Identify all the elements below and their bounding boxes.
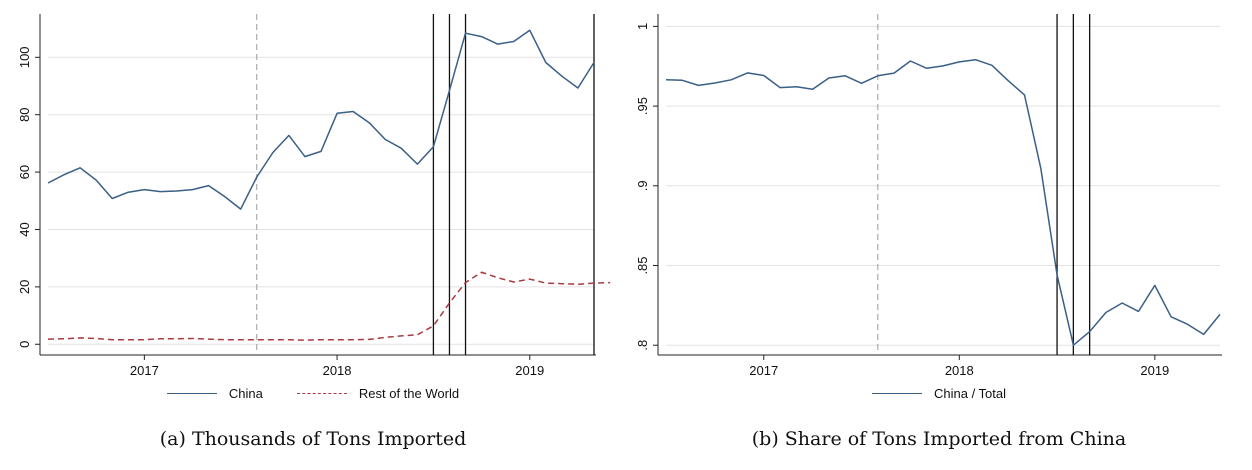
legend-swatch-china-total: [871, 393, 922, 394]
y-tick-label: .9: [635, 180, 650, 191]
y-tick-label: .8: [635, 340, 650, 351]
y-tick-label: 100: [17, 46, 32, 68]
y-tick-label: .95: [635, 97, 650, 115]
chart-thousands-tons: 0 20 40 60 80 100 2017 2018 2019: [17, 14, 611, 378]
legend-swatch-china: [166, 393, 217, 394]
panel-share-china: .8 .85 .9 .95 1 2017 2018 2019 China / Total (b…: [626, 0, 1252, 470]
legend: China / Total: [626, 386, 1252, 401]
x-tick-label: 2018: [323, 363, 352, 378]
legend-label-china: China: [228, 386, 263, 401]
legend-item-china: China: [166, 386, 263, 401]
legend: China Rest of the World: [0, 386, 626, 401]
x-tick-label: 2017: [749, 363, 778, 378]
x-tick-label: 2019: [515, 363, 544, 378]
y-tick-label: 60: [17, 165, 32, 179]
y-tick-label: 80: [17, 107, 32, 121]
y-tick-label: 40: [17, 222, 32, 236]
y-tick-label: 0: [17, 341, 32, 348]
y-tick-label: 20: [17, 280, 32, 294]
legend-label-rest-of-world: Rest of the World: [358, 386, 460, 401]
legend-swatch-rest-of-world: [296, 393, 347, 394]
chart-share-china: .8 .85 .9 .95 1 2017 2018 2019: [635, 14, 1222, 378]
legend-item-china-total: China / Total: [871, 386, 1007, 401]
series-line-rest-of-the-world: [47, 271, 611, 341]
y-tick-label: 1: [635, 23, 650, 30]
caption-a: (a) Thousands of Tons Imported: [159, 428, 467, 450]
x-tick-label: 2018: [945, 363, 974, 378]
legend-label-china-total: China / Total: [933, 386, 1007, 401]
panel-thousands-tons: 0 20 40 60 80 100 2017 2018 2019 China Rest of t…: [0, 14, 626, 450]
y-tick-label: .85: [635, 256, 650, 274]
x-tick-label: 2017: [130, 363, 159, 378]
caption-b: (b) Share of Tons Imported from China: [751, 428, 1127, 450]
x-tick-label: 2019: [1140, 363, 1169, 378]
series-line-china: [47, 29, 595, 210]
legend-item-rest-of-world: Rest of the World: [296, 386, 460, 401]
series-line-china-total: [665, 58, 1221, 346]
